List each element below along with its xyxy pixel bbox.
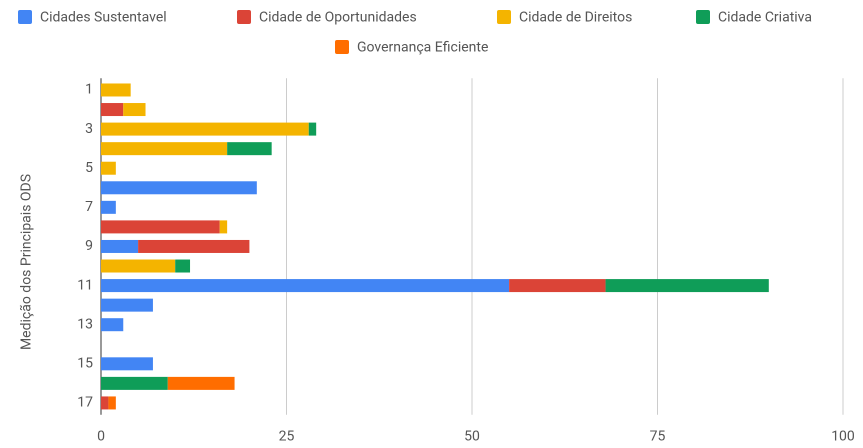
bar-segment bbox=[101, 396, 109, 410]
y-tick-label: 3 bbox=[85, 121, 93, 137]
legend-label: Cidade de Oportunidades bbox=[259, 10, 417, 26]
bar-segment bbox=[175, 259, 191, 273]
bar-segment bbox=[101, 259, 176, 273]
y-tick-label: 17 bbox=[77, 395, 93, 411]
bar-segment bbox=[101, 376, 168, 390]
bar-segment bbox=[123, 103, 146, 117]
legend-label: Cidades Sustentavel bbox=[40, 10, 167, 26]
bar-segment bbox=[605, 279, 769, 293]
bar-segment bbox=[108, 396, 116, 410]
bar-segment bbox=[509, 279, 606, 293]
legend-swatch bbox=[497, 10, 511, 24]
x-tick-label: 75 bbox=[650, 429, 666, 444]
bar-segment bbox=[101, 122, 309, 136]
x-tick-label: 25 bbox=[279, 429, 295, 444]
x-tick-label: 100 bbox=[831, 429, 855, 444]
bar-segment bbox=[101, 200, 116, 214]
legend-swatch bbox=[696, 10, 710, 24]
bar-segment bbox=[101, 181, 257, 195]
bar-segment bbox=[101, 103, 124, 117]
bar-segment bbox=[101, 357, 153, 371]
y-tick-label: 5 bbox=[85, 160, 93, 176]
legend-label: Governança Eficiente bbox=[357, 40, 488, 56]
legend-label: Cidade de Direitos bbox=[519, 10, 632, 26]
bar-segment bbox=[101, 318, 124, 332]
x-tick-label: 0 bbox=[97, 429, 105, 444]
bar-segment bbox=[101, 239, 139, 253]
y-tick-label: 7 bbox=[85, 199, 93, 215]
y-axis-title: Medição dos Principais ODS bbox=[19, 174, 35, 350]
bar-segment bbox=[219, 220, 228, 234]
bar-segment bbox=[138, 239, 250, 253]
legend-swatch bbox=[335, 40, 349, 54]
legend-swatch bbox=[18, 10, 32, 24]
y-tick-label: 11 bbox=[77, 277, 93, 293]
bar-segment bbox=[101, 279, 510, 293]
bar-segment bbox=[101, 220, 220, 234]
bar-segment bbox=[308, 122, 317, 136]
y-tick-label: 13 bbox=[77, 316, 93, 332]
y-tick-label: 15 bbox=[77, 356, 93, 372]
legend-swatch bbox=[237, 10, 251, 24]
legend-label: Cidade Criativa bbox=[718, 10, 812, 26]
y-tick-label: 9 bbox=[85, 238, 93, 254]
bar-segment bbox=[101, 83, 131, 97]
bar-segment bbox=[167, 376, 235, 390]
bar-segment bbox=[101, 298, 153, 312]
y-tick-label: 1 bbox=[85, 82, 93, 98]
x-tick-label: 50 bbox=[464, 429, 480, 444]
bar-segment bbox=[101, 161, 116, 175]
bar-segment bbox=[227, 142, 272, 156]
bar-segment bbox=[101, 142, 228, 156]
